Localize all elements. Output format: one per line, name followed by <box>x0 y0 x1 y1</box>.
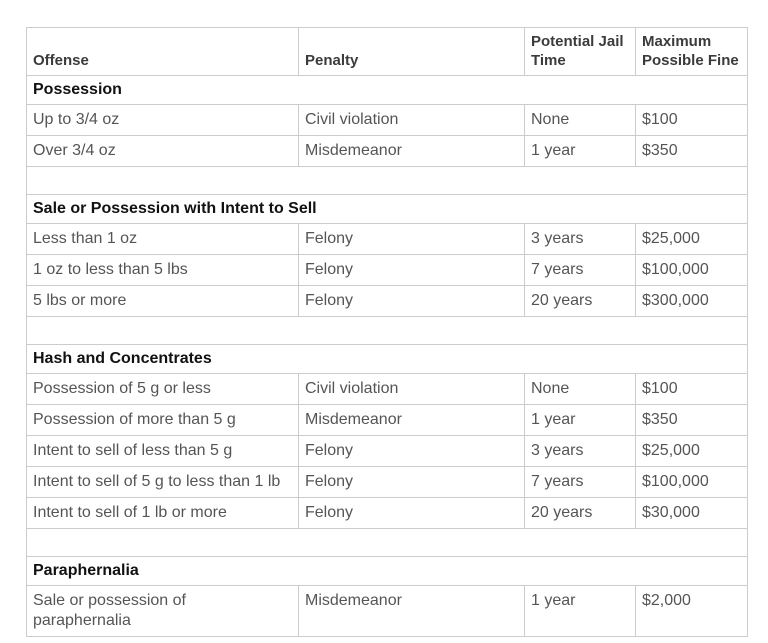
penalty-cell: Misdemeanor <box>298 135 525 167</box>
offense-cell: Intent to sell of 5 g to less than 1 lb <box>26 466 299 498</box>
section-title: Hash and Concentrates <box>26 344 748 374</box>
fine-cell: $350 <box>635 404 748 436</box>
column-header-jail-time: Potential Jail Time <box>524 27 636 76</box>
section-title-row: Hash and Concentrates <box>26 344 748 374</box>
penalty-cell: Felony <box>298 466 525 498</box>
header-row: Offense Penalty Potential Jail Time Maxi… <box>26 27 748 76</box>
table-row: Intent to sell of 1 lb or more Felony 20 y… <box>26 497 748 529</box>
table-row: Possession of 5 g or less Civil violation… <box>26 373 748 405</box>
fine-cell: $100,000 <box>635 466 748 498</box>
penalty-cell: Felony <box>298 435 525 467</box>
table-row: Intent to sell of less than 5 g Felony 3 y… <box>26 435 748 467</box>
column-header-max-fine: Maximum Possible Fine <box>635 27 748 76</box>
fine-cell: $300,000 <box>635 285 748 317</box>
section-title: Sale or Possession with Intent to Sell <box>26 194 748 224</box>
column-header-offense: Offense <box>26 27 299 76</box>
column-header-penalty: Penalty <box>298 27 525 76</box>
fine-cell: $100 <box>635 373 748 405</box>
spacer-cell <box>26 166 748 195</box>
offense-cell: Over 3/4 oz <box>26 135 299 167</box>
table-body: Possession Up to 3/4 oz Civil violation Non… <box>26 75 748 637</box>
offense-cell: Less than 1 oz <box>26 223 299 255</box>
table-row: 1 oz to less than 5 lbs Felony 7 years $100… <box>26 254 748 286</box>
offense-cell: Intent to sell of 1 lb or more <box>26 497 299 529</box>
fine-cell: $2,000 <box>635 585 748 637</box>
section-title-row: Paraphernalia <box>26 556 748 586</box>
offense-cell: Sale or possession of paraphernalia <box>26 585 299 637</box>
spacer-cell <box>26 316 748 345</box>
jail-time-cell: 3 years <box>524 223 636 255</box>
fine-cell: $100 <box>635 104 748 136</box>
jail-time-cell: 1 year <box>524 585 636 637</box>
offense-cell: Intent to sell of less than 5 g <box>26 435 299 467</box>
table-row: Possession of more than 5 g Misdemeanor 1 … <box>26 404 748 436</box>
penalty-cell: Felony <box>298 223 525 255</box>
penalty-cell: Misdemeanor <box>298 404 525 436</box>
offense-cell: 5 lbs or more <box>26 285 299 317</box>
fine-cell: $350 <box>635 135 748 167</box>
table-row: Less than 1 oz Felony 3 years $25,000 <box>26 223 748 255</box>
spacer-row <box>26 316 748 345</box>
table-row: Intent to sell of 5 g to less than 1 lb F… <box>26 466 748 498</box>
offense-cell: Possession of more than 5 g <box>26 404 299 436</box>
penalty-cell: Felony <box>298 497 525 529</box>
penalty-cell: Civil violation <box>298 373 525 405</box>
section-title: Paraphernalia <box>26 556 748 586</box>
jail-time-cell: 1 year <box>524 404 636 436</box>
fine-cell: $30,000 <box>635 497 748 529</box>
jail-time-cell: 1 year <box>524 135 636 167</box>
jail-time-cell: 20 years <box>524 497 636 529</box>
spacer-cell <box>26 528 748 557</box>
jail-time-cell: 7 years <box>524 254 636 286</box>
penalty-cell: Felony <box>298 254 525 286</box>
table-row: Up to 3/4 oz Civil violation None $100 <box>26 104 748 136</box>
offense-cell: Possession of 5 g or less <box>26 373 299 405</box>
table-row: Over 3/4 oz Misdemeanor 1 year $350 <box>26 135 748 167</box>
fine-cell: $25,000 <box>635 435 748 467</box>
penalty-cell: Felony <box>298 285 525 317</box>
section-title: Possession <box>26 75 748 105</box>
offense-cell: 1 oz to less than 5 lbs <box>26 254 299 286</box>
section-title-row: Possession <box>26 75 748 105</box>
jail-time-cell: 3 years <box>524 435 636 467</box>
fine-cell: $25,000 <box>635 223 748 255</box>
table-row: 5 lbs or more Felony 20 years $300,000 <box>26 285 748 317</box>
table-row: Sale or possession of paraphernalia Misde… <box>26 585 748 637</box>
spacer-row <box>26 528 748 557</box>
spacer-row <box>26 166 748 195</box>
section-title-row: Sale or Possession with Intent to Sell <box>26 194 748 224</box>
penalty-table: Offense Penalty Potential Jail Time Maxi… <box>26 27 748 637</box>
jail-time-cell: None <box>524 373 636 405</box>
offense-cell: Up to 3/4 oz <box>26 104 299 136</box>
jail-time-cell: None <box>524 104 636 136</box>
jail-time-cell: 7 years <box>524 466 636 498</box>
jail-time-cell: 20 years <box>524 285 636 317</box>
penalty-cell: Civil violation <box>298 104 525 136</box>
fine-cell: $100,000 <box>635 254 748 286</box>
penalty-cell: Misdemeanor <box>298 585 525 637</box>
